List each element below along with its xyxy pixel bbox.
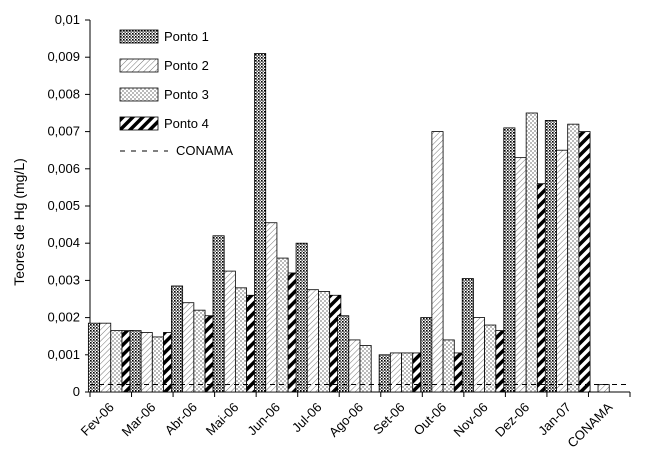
legend-label: Ponto 2 <box>164 58 209 73</box>
y-tick-label: 0,01 <box>55 12 80 27</box>
legend-label: Ponto 1 <box>164 29 209 44</box>
bar-ponto-1 <box>87 322 100 393</box>
x-category-label: Abr-06 <box>162 400 200 438</box>
x-category-label: Mai-06 <box>203 400 242 439</box>
x-category-label: Jul-06 <box>289 400 325 436</box>
x-category-label: Fev-06 <box>78 400 117 439</box>
legend-label: Ponto 4 <box>164 116 209 131</box>
bar-ponto-2 <box>473 317 486 393</box>
bar-ponto-3 <box>401 352 414 393</box>
bar-ponto-1 <box>171 285 184 393</box>
bar-ponto-3 <box>567 123 580 393</box>
legend-label: Ponto 3 <box>164 87 209 102</box>
y-tick-label: 0,005 <box>47 198 80 213</box>
y-tick-label: 0,002 <box>47 310 80 325</box>
bar-ponto-1 <box>544 120 557 393</box>
x-category-label: Mar-06 <box>119 400 159 440</box>
x-category-label: Dez-06 <box>492 400 532 440</box>
bar-ponto-1 <box>378 354 391 393</box>
legend-label: CONAMA <box>176 143 233 158</box>
y-tick-label: 0,006 <box>47 161 80 176</box>
bar-ponto-1 <box>212 235 225 393</box>
bar-ponto-2 <box>514 157 527 393</box>
bar-ponto-3 <box>151 336 164 393</box>
x-category-label: Jan-07 <box>535 400 574 439</box>
x-category-label: CONAMA <box>564 399 615 450</box>
y-tick-label: 0,007 <box>47 124 80 139</box>
bar-ponto-2 <box>182 302 195 393</box>
y-tick-label: 0,003 <box>47 272 80 287</box>
bar-ponto-3 <box>318 291 331 393</box>
bar-ponto-2 <box>99 322 112 393</box>
bar-ponto-3 <box>193 309 206 393</box>
bar-ponto-3 <box>110 330 123 393</box>
bar-ponto-1 <box>461 278 474 393</box>
x-category-label: Jun-06 <box>244 400 283 439</box>
bars <box>87 53 610 393</box>
bar-ponto-2 <box>389 352 402 393</box>
x-category-label: Out-06 <box>410 400 449 439</box>
legend-swatch <box>119 29 159 44</box>
bar-ponto-1 <box>420 317 433 393</box>
bar-ponto-2 <box>556 149 569 393</box>
bar-ponto-1 <box>337 315 350 393</box>
bar-ponto-1 <box>503 127 516 393</box>
bar-ponto-3 <box>359 345 372 393</box>
bar-ponto-2 <box>306 289 319 393</box>
legend-swatch <box>119 58 159 73</box>
bar-ponto-2 <box>431 131 444 393</box>
bar-ponto-2 <box>597 384 610 393</box>
bar-ponto-1 <box>254 53 267 393</box>
bar-ponto-3 <box>484 324 497 393</box>
y-axis-title: Teores de Hg (mg/L) <box>11 158 27 286</box>
bar-ponto-3 <box>234 287 247 393</box>
x-category-label: Ago-06 <box>326 400 366 440</box>
y-tick-label: 0,004 <box>47 235 80 250</box>
y-tick-label: 0,001 <box>47 347 80 362</box>
bar-ponto-3 <box>525 112 538 393</box>
legend-swatch <box>119 116 159 131</box>
bar-ponto-1 <box>129 330 142 393</box>
bar-ponto-4 <box>578 131 591 393</box>
y-tick-label: 0,009 <box>47 49 80 64</box>
legend: Ponto 1 Ponto 2 Ponto 3 Ponto 4 CONAMA <box>119 29 233 158</box>
x-category-label: Set-06 <box>370 400 408 438</box>
bar-ponto-2 <box>265 222 278 393</box>
bar-ponto-2 <box>223 270 236 393</box>
y-tick-label: 0,008 <box>47 86 80 101</box>
x-category-label: Nov-06 <box>450 400 490 440</box>
bar-ponto-3 <box>276 257 289 393</box>
bar-ponto-2 <box>140 332 153 393</box>
y-tick-label: 0 <box>73 384 80 399</box>
bar-ponto-1 <box>295 242 308 393</box>
legend-swatch <box>119 87 159 102</box>
